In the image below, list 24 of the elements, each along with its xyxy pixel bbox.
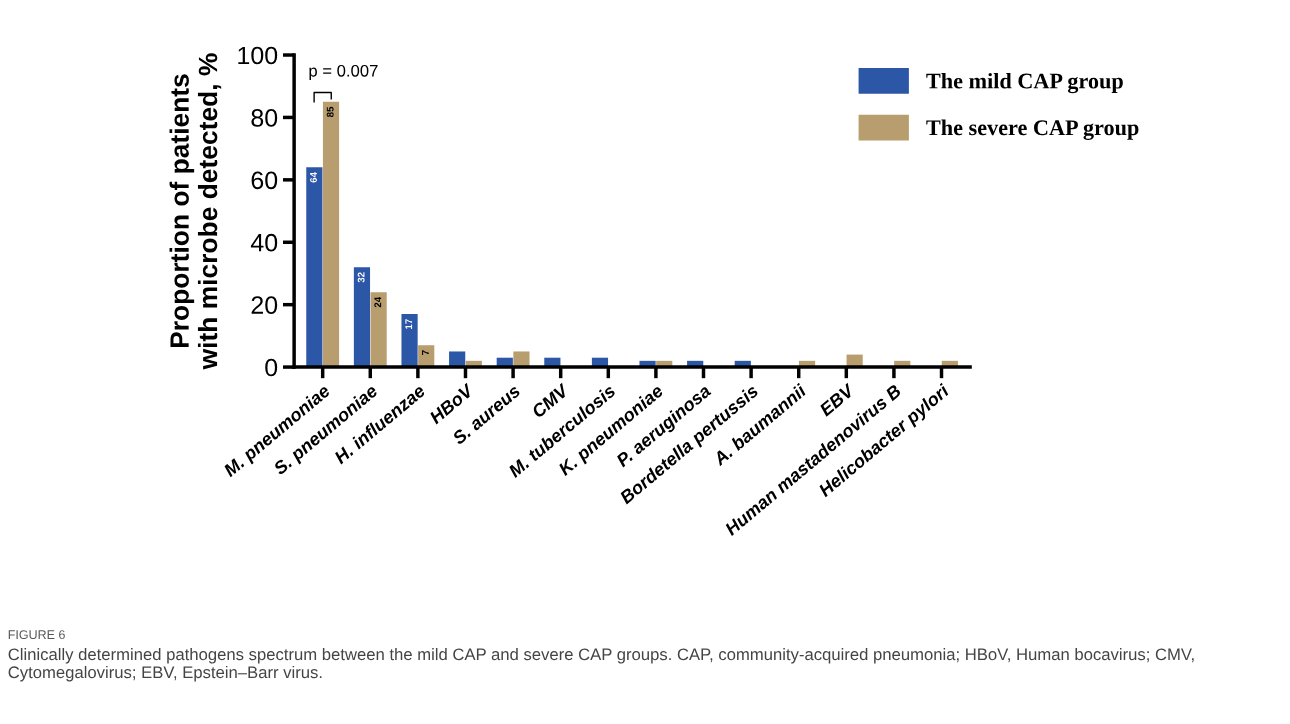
annotation: p = 0.007 bbox=[309, 64, 378, 80]
data-label: 64 bbox=[310, 172, 317, 183]
bar bbox=[353, 267, 371, 368]
caption: FIGURE 6 bbox=[8, 630, 65, 640]
y-tick-label: 80 bbox=[251, 109, 278, 127]
data-label: 7 bbox=[422, 350, 429, 355]
y-tick-label: 100 bbox=[238, 46, 278, 65]
y-tick-label: 60 bbox=[251, 171, 278, 190]
y-axis-title: Proportion of patients with microbe detected, % bbox=[169, 53, 222, 370]
legend-label: The severe CAP group bbox=[926, 119, 1139, 140]
data-label: 17 bbox=[405, 319, 413, 329]
bar bbox=[401, 314, 418, 368]
bar bbox=[306, 167, 323, 368]
bar bbox=[322, 101, 340, 368]
data-label: 24 bbox=[374, 296, 382, 308]
text: Clinically determined pathogens spectrum between the mild CAP and severe CAP groups. CAP, community-acquired pneumonia; HBoV, Human bocavirus; CMV, Cytomegalovirus; EBV, Epstein–Barr virus. bbox=[8, 647, 1194, 682]
data-label: 32 bbox=[357, 272, 365, 283]
y-tick-label: 20 bbox=[251, 296, 278, 314]
legend-label: The mild CAP group bbox=[926, 72, 1123, 94]
data-label: 85 bbox=[326, 106, 334, 118]
bar bbox=[370, 292, 387, 368]
bar bbox=[513, 351, 530, 368]
y-tick-label: 0 bbox=[265, 358, 278, 377]
y-tick-label: 40 bbox=[250, 233, 278, 252]
